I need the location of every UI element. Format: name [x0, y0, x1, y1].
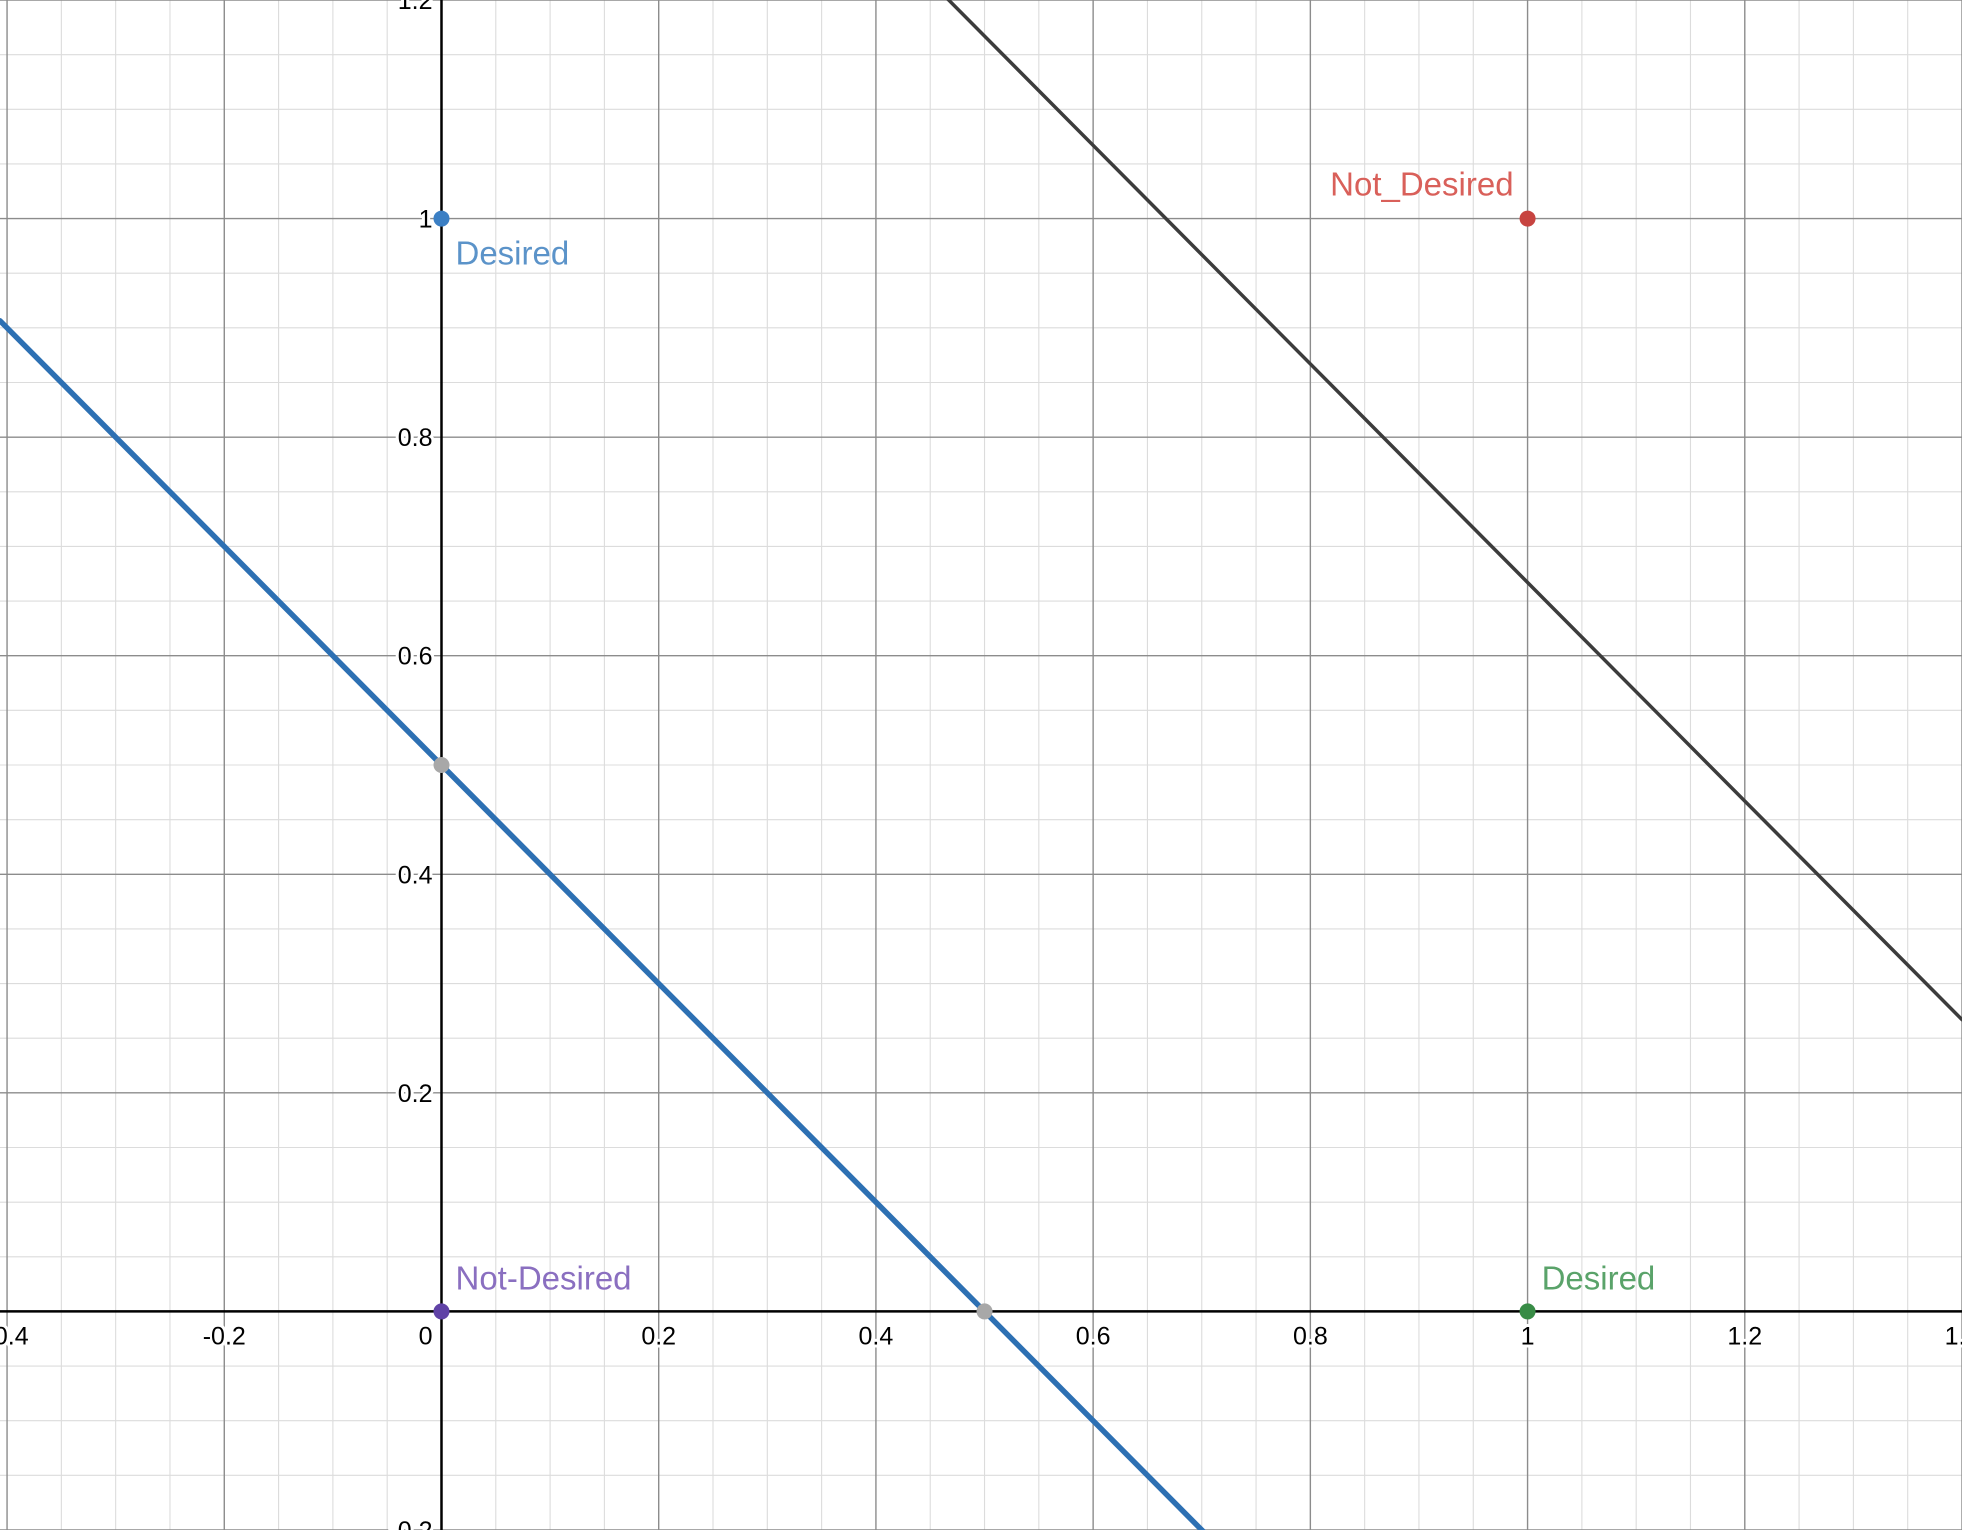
plotted-points: Desired Not_Desired Not-Desired Desired	[433, 166, 1655, 1320]
point-label: Desired	[455, 235, 569, 272]
svg-text:0.6: 0.6	[398, 643, 433, 671]
svg-text:0.4: 0.4	[398, 861, 433, 889]
svg-text:0.2: 0.2	[641, 1322, 676, 1350]
svg-text:0.8: 0.8	[398, 424, 433, 452]
svg-text:0.6: 0.6	[1076, 1322, 1111, 1350]
x-tick-label: -0.2-0.2	[200, 1319, 249, 1353]
y-tick-label: 0.40.4	[395, 858, 436, 892]
data-point[interactable]	[433, 210, 450, 227]
data-point[interactable]	[433, 1303, 450, 1320]
y-tick-label: 0.20.2	[395, 1077, 436, 1111]
data-point[interactable]	[976, 1303, 993, 1320]
x-tick-label: -0.4-0.4	[0, 1319, 32, 1353]
svg-text:0.2: 0.2	[398, 1080, 433, 1108]
svg-text:1.4: 1.4	[1945, 1322, 1962, 1350]
y-tick-label: -0.2-0.2	[386, 1514, 435, 1530]
svg-text:1: 1	[1521, 1322, 1535, 1350]
svg-text:1.2: 1.2	[1727, 1322, 1762, 1350]
svg-text:0.8: 0.8	[398, 424, 433, 452]
svg-text:0.4: 0.4	[859, 1322, 894, 1350]
data-point[interactable]	[1519, 1303, 1536, 1320]
svg-text:0.8: 0.8	[1293, 1322, 1328, 1350]
x-tick-label: 0.20.2	[638, 1319, 679, 1353]
point-label: Not-Desired	[455, 1259, 631, 1296]
x-tick-label: 0.40.4	[856, 1319, 897, 1353]
data-point[interactable]	[1519, 210, 1536, 227]
origin-label: 00	[416, 1319, 436, 1353]
svg-text:0.4: 0.4	[859, 1322, 894, 1350]
svg-text:-0.4: -0.4	[0, 1322, 29, 1350]
svg-text:1: 1	[419, 206, 433, 234]
svg-text:0.6: 0.6	[1076, 1322, 1111, 1350]
point-label: Desired	[1542, 1259, 1656, 1296]
y-tick-label: 0.60.6	[395, 640, 436, 674]
plot-line-1[interactable]	[0, 318, 1962, 1530]
plot-line-2[interactable]	[0, 0, 1962, 1022]
x-tick-label: 1.21.2	[1724, 1319, 1765, 1353]
svg-text:0: 0	[419, 1322, 433, 1350]
svg-text:0.2: 0.2	[398, 1080, 433, 1108]
data-point[interactable]	[433, 757, 450, 773]
svg-text:-0.4: -0.4	[0, 1322, 29, 1350]
svg-text:-0.2: -0.2	[203, 1322, 246, 1350]
svg-text:1.4: 1.4	[1945, 1322, 1962, 1350]
svg-text:-0.2: -0.2	[389, 1517, 432, 1530]
svg-text:0.4: 0.4	[398, 861, 433, 889]
svg-text:-0.2: -0.2	[203, 1322, 246, 1350]
y-tick-label: 1.21.2	[395, 0, 436, 18]
x-tick-label: 11	[1518, 1319, 1538, 1353]
svg-text:0.6: 0.6	[398, 643, 433, 671]
svg-text:0.8: 0.8	[1293, 1322, 1328, 1350]
svg-text:1.2: 1.2	[398, 0, 433, 15]
svg-text:1: 1	[1521, 1322, 1535, 1350]
x-tick-label: 0.60.6	[1073, 1319, 1114, 1353]
y-tick-label: 11	[416, 203, 436, 237]
svg-text:-0.2: -0.2	[389, 1517, 432, 1530]
svg-text:1.2: 1.2	[1727, 1322, 1762, 1350]
x-tick-label: 1.41.4	[1942, 1319, 1962, 1353]
y-tick-label: 0.80.8	[395, 421, 436, 455]
point-label: Not_Desired	[1330, 166, 1513, 203]
svg-text:1: 1	[419, 206, 433, 234]
svg-text:0: 0	[419, 1322, 433, 1350]
svg-text:1.2: 1.2	[398, 0, 433, 15]
x-tick-label: 0.80.8	[1290, 1319, 1331, 1353]
svg-text:0.2: 0.2	[641, 1322, 676, 1350]
